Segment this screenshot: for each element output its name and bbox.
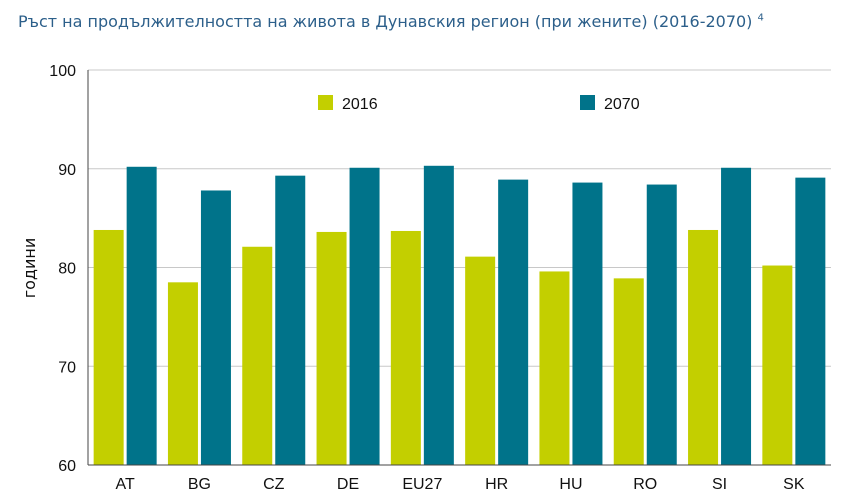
- legend-swatch-2070: [580, 95, 595, 110]
- tick-labels: 60 70 80 90 100 AT BG CZ DE EU27 HR HU RO SI SK: [49, 63, 805, 493]
- bar-2016-SK: [762, 265, 793, 465]
- legend-swatch-2016: [318, 95, 333, 110]
- bar-2016-HU: [539, 271, 570, 465]
- x-tick-label: HR: [485, 476, 508, 493]
- bar-2016-AT: [93, 229, 124, 465]
- x-tick-label: CZ: [263, 476, 285, 493]
- bar-2016-HR: [465, 256, 496, 465]
- axes: [87, 70, 831, 466]
- bar-2070-HR: [498, 179, 529, 466]
- bar-2070-BG: [200, 190, 231, 465]
- bar-2016-EU27: [390, 230, 421, 465]
- bar-2070-SK: [795, 177, 826, 465]
- bar-2070-AT: [126, 166, 157, 465]
- legend-label-2070: 2070: [604, 96, 640, 113]
- bar-2016-SI: [688, 229, 719, 465]
- x-tick-label: SK: [783, 476, 805, 493]
- bar-2070-RO: [646, 184, 677, 466]
- bar-2016-DE: [316, 231, 347, 465]
- x-tick-label: BG: [188, 476, 211, 493]
- bar-2016-RO: [613, 278, 644, 465]
- legend: 2016 2070: [318, 95, 640, 113]
- bar-2070-SI: [721, 167, 752, 465]
- x-tick-label: DE: [337, 476, 359, 493]
- bar-2016-BG: [167, 282, 198, 465]
- bar-2070-CZ: [275, 175, 306, 465]
- y-axis-label: години: [20, 238, 39, 299]
- y-tick-label: 90: [58, 162, 76, 179]
- x-tick-label: RO: [633, 476, 657, 493]
- title-footnote-marker: 4: [757, 12, 764, 24]
- x-tick-label: AT: [116, 476, 135, 493]
- y-tick-label: 100: [49, 63, 76, 80]
- y-tick-label: 70: [58, 359, 76, 376]
- y-tick-label: 60: [58, 458, 76, 475]
- y-tick-label: 80: [58, 261, 76, 278]
- bars: [93, 165, 826, 466]
- x-tick-label: SI: [712, 476, 727, 493]
- bar-2070-DE: [349, 167, 380, 465]
- bar-2070-EU27: [423, 165, 454, 465]
- bar-2016-CZ: [242, 246, 273, 465]
- chart-title: Ръст на продължителността на живота в Ду…: [18, 12, 764, 31]
- x-tick-label: HU: [559, 476, 582, 493]
- legend-label-2016: 2016: [342, 96, 378, 113]
- gridlines: [88, 69, 831, 367]
- bar-2070-HU: [572, 182, 603, 465]
- x-tick-label: EU27: [402, 476, 442, 493]
